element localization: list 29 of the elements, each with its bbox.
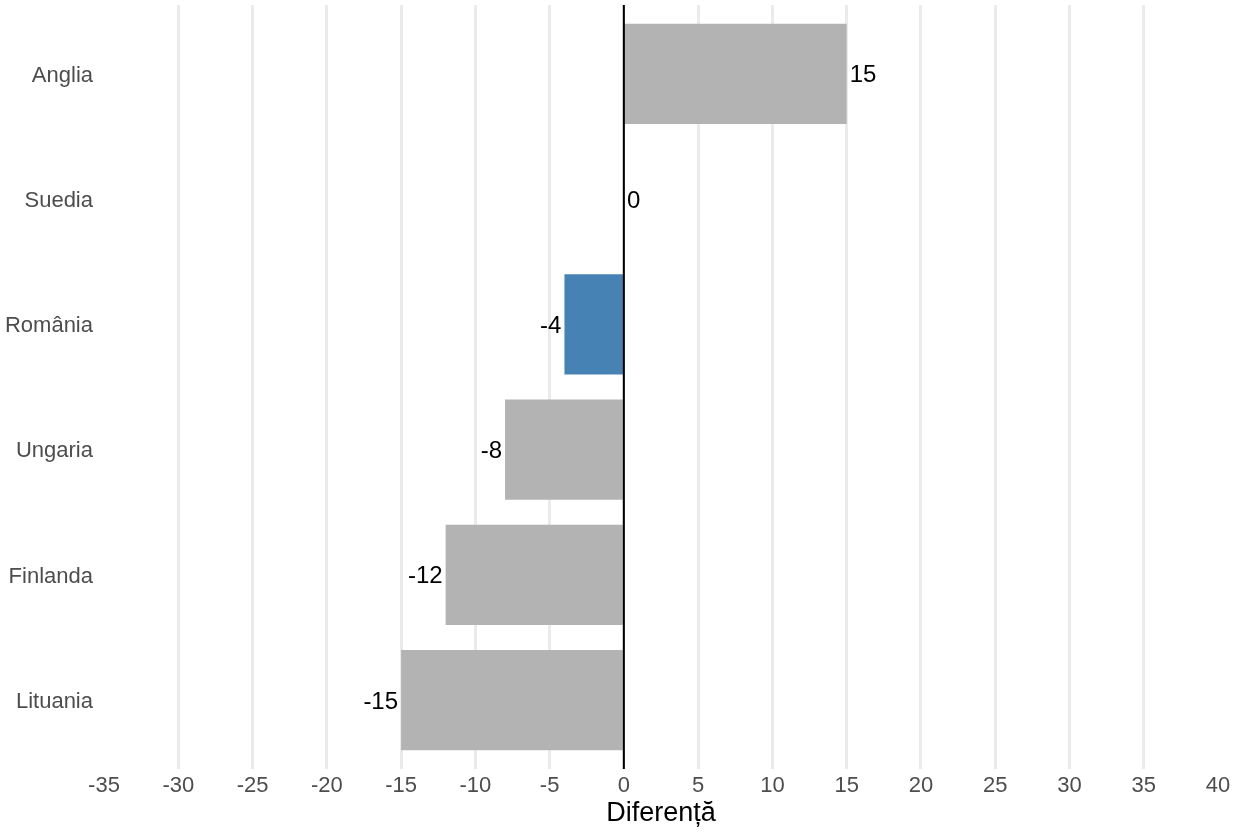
x-tick-label: -5: [539, 772, 560, 797]
data-label: -8: [480, 436, 503, 464]
y-tick-label: Ungaria: [15, 437, 94, 463]
data-label: 0: [626, 185, 641, 213]
data-label: 15: [849, 60, 877, 88]
x-tick-label: 15: [834, 772, 859, 797]
x-axis-title: Diferență: [606, 797, 717, 828]
x-tick-label: 30: [1057, 772, 1082, 797]
y-tick-label: Finlanda: [8, 562, 94, 588]
x-tick-label: 40: [1205, 772, 1231, 797]
x-tick-label: 35: [1131, 772, 1156, 797]
x-tick-label: -25: [236, 772, 269, 797]
x-tick-label: -10: [459, 772, 492, 797]
y-tick-label: Anglia: [31, 61, 94, 87]
data-label: -4: [540, 310, 562, 338]
x-tick-label: 25: [982, 772, 1008, 797]
y-tick-label: Suedia: [24, 186, 94, 212]
data-label: -12: [407, 561, 443, 589]
data-label: -15: [363, 686, 399, 714]
x-tick-label: -35: [88, 772, 120, 797]
x-tick-label: 20: [908, 772, 934, 797]
y-tick-label: România: [4, 312, 94, 338]
x-tick-label: 10: [760, 772, 785, 797]
x-tick-label: 5: [692, 772, 705, 797]
x-tick-label: -20: [310, 772, 343, 797]
x-tick-label: -30: [162, 772, 195, 797]
y-tick-label: Lituania: [15, 687, 94, 713]
x-tick-label: -15: [385, 772, 417, 797]
x-tick-label: 0: [617, 772, 630, 797]
